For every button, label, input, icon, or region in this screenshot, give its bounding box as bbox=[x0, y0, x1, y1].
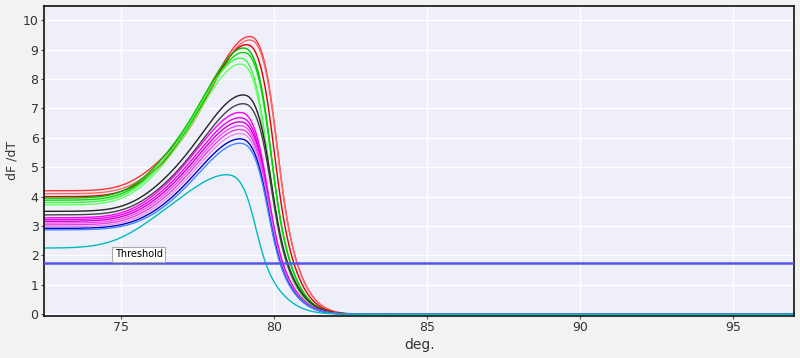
X-axis label: deg.: deg. bbox=[404, 338, 434, 352]
Y-axis label: dF /dT: dF /dT bbox=[6, 141, 18, 180]
Text: Threshold: Threshold bbox=[114, 249, 162, 259]
